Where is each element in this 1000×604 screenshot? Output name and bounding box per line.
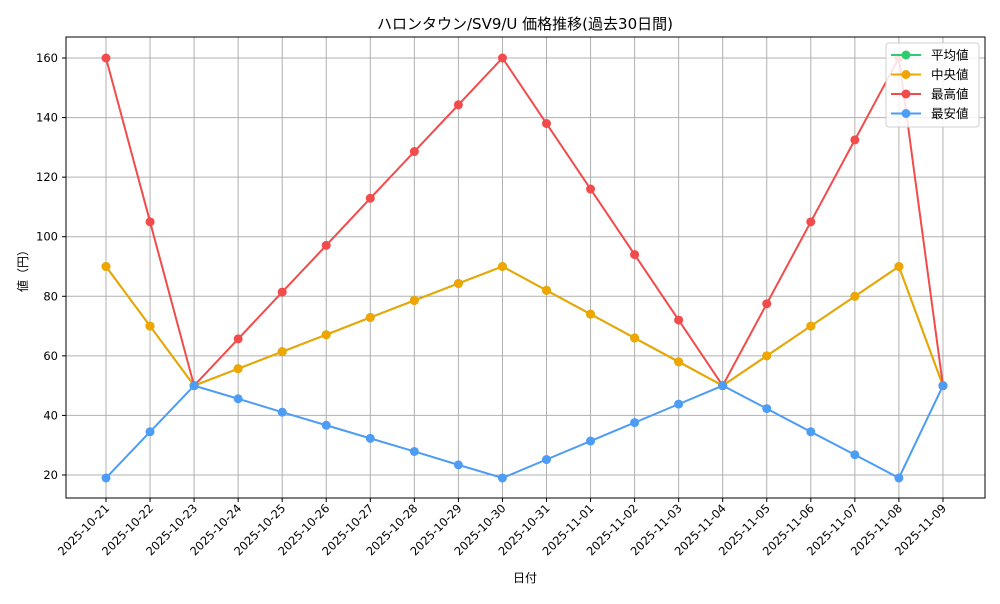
legend-label: 平均値	[931, 48, 969, 63]
data-point	[630, 333, 640, 343]
data-point	[850, 450, 860, 460]
data-point	[674, 357, 684, 367]
data-point	[894, 473, 904, 483]
series-平均値	[101, 262, 948, 391]
data-point	[189, 381, 199, 391]
data-point	[894, 262, 904, 271]
data-point	[762, 351, 772, 361]
y-tick-label: 40	[43, 408, 58, 422]
data-point	[806, 427, 816, 437]
series-line	[105, 264, 944, 387]
data-point	[321, 330, 331, 340]
data-point	[674, 315, 684, 325]
data-point	[365, 312, 375, 322]
data-point	[277, 287, 287, 297]
legend-item: 中央値	[891, 67, 969, 82]
series-中央値	[101, 262, 948, 391]
series-line	[105, 384, 944, 480]
y-tick-label: 100	[36, 230, 58, 244]
legend-label: 最安値	[931, 106, 969, 121]
y-tick-label: 80	[43, 289, 58, 303]
y-axis-label: 値（円）	[15, 244, 30, 292]
series-line	[105, 264, 944, 387]
legend-marker-icon	[901, 89, 911, 99]
legend-marker-icon	[901, 70, 911, 79]
data-point	[101, 53, 111, 63]
data-point	[145, 427, 155, 437]
data-point	[233, 364, 243, 374]
y-tick-label: 120	[36, 170, 58, 184]
legend-item: 最高値	[891, 87, 969, 102]
data-point	[762, 404, 772, 414]
data-point	[938, 381, 948, 391]
data-point	[718, 381, 728, 391]
legend-marker-icon	[901, 109, 911, 118]
data-point	[453, 278, 463, 288]
data-point	[321, 240, 331, 250]
data-point	[542, 455, 551, 465]
data-point	[850, 291, 860, 301]
data-point	[630, 250, 640, 260]
x-axis-ticks: 2025-10-212025-10-222025-10-232025-10-24…	[55, 498, 949, 558]
data-point	[497, 53, 507, 63]
y-tick-label: 60	[43, 349, 58, 363]
data-point	[497, 262, 507, 271]
y-axis-ticks: 20 40 60 80 100 120 140 160	[36, 51, 66, 482]
data-point	[233, 394, 243, 404]
data-point	[409, 295, 419, 305]
legend-marker-icon	[901, 50, 911, 60]
grid-lines	[66, 37, 985, 498]
series-line	[105, 54, 944, 388]
legend-label: 最高値	[931, 87, 969, 102]
x-axis-label: 日付	[513, 571, 537, 585]
chart-title: ハロンタウン/SV9/U 価格推移(過去30日間)	[377, 15, 673, 33]
legend-label: 中央値	[931, 67, 969, 82]
data-point	[586, 184, 596, 194]
data-point	[101, 262, 111, 271]
plot-frame	[65, 36, 986, 499]
series-最高値	[101, 53, 948, 391]
data-point	[542, 119, 551, 129]
data-point	[365, 433, 375, 443]
data-point	[277, 407, 287, 417]
data-point	[409, 147, 419, 157]
data-point	[542, 285, 551, 295]
data-point	[762, 299, 772, 309]
data-point	[145, 217, 155, 227]
data-point	[586, 309, 596, 319]
y-tick-label: 20	[43, 468, 58, 482]
data-point	[453, 460, 463, 470]
data-point	[277, 347, 287, 357]
series-layer	[101, 53, 948, 483]
data-point	[586, 436, 596, 446]
data-point	[630, 418, 640, 428]
data-point	[497, 473, 507, 483]
data-point	[806, 217, 816, 227]
data-point	[321, 420, 331, 430]
legend-item: 最安値	[891, 106, 969, 121]
data-point	[453, 100, 463, 110]
series-最安値	[101, 381, 948, 483]
data-point	[365, 193, 375, 203]
y-tick-label: 160	[36, 51, 58, 65]
data-point	[409, 446, 419, 456]
data-point	[233, 334, 243, 344]
legend-item: 平均値	[891, 48, 969, 63]
legend-box	[885, 42, 980, 128]
data-point	[674, 399, 684, 409]
data-point	[850, 135, 860, 145]
y-tick-label: 140	[36, 111, 58, 125]
data-point	[101, 473, 111, 483]
data-point	[806, 321, 816, 331]
data-point	[145, 321, 155, 331]
